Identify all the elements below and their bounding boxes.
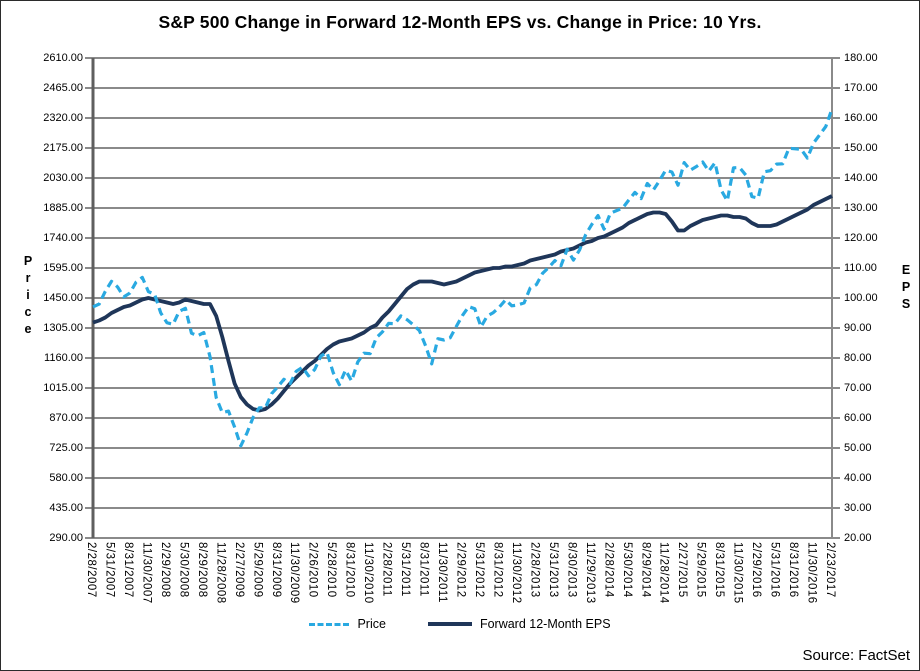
x-axis-tick-label: 5/29/2015 bbox=[694, 542, 707, 598]
right-axis-tick-label: 170.00 bbox=[844, 82, 878, 94]
left-axis-tick-label: 435.00 bbox=[49, 502, 83, 514]
x-axis-tick-label: 2/29/2012 bbox=[454, 542, 467, 598]
x-axis-tick-label: 2/27/2015 bbox=[676, 542, 689, 598]
x-axis-tick-label: 5/29/2009 bbox=[251, 542, 264, 598]
x-axis-tick-label: 5/31/2007 bbox=[103, 542, 116, 598]
x-axis-tick-label: 11/30/2015 bbox=[731, 542, 744, 604]
x-axis-tick-label: 8/31/2012 bbox=[491, 542, 504, 598]
chart-title: S&P 500 Change in Forward 12-Month EPS v… bbox=[158, 12, 762, 32]
right-axis-title: EPS bbox=[899, 263, 913, 314]
x-axis-tick-label: 5/28/2010 bbox=[325, 542, 338, 598]
right-axis-tick-label: 140.00 bbox=[844, 172, 878, 184]
left-axis-tick-label: 580.00 bbox=[49, 472, 83, 484]
right-axis-tick-label: 20.00 bbox=[844, 532, 872, 544]
right-axis-tick-label: 90.00 bbox=[844, 322, 872, 334]
x-axis-tick-label: 11/28/2008 bbox=[214, 542, 227, 604]
x-axis-tick-label: 11/30/2011 bbox=[436, 542, 449, 603]
x-axis-tick-label: 5/31/2011 bbox=[399, 542, 412, 597]
x-axis-tick-label: 2/26/2010 bbox=[306, 542, 319, 598]
left-axis-tick-label: 2465.00 bbox=[43, 82, 83, 94]
x-axis-tick-label: 2/28/2014 bbox=[602, 542, 615, 598]
right-axis-tick-label: 130.00 bbox=[844, 202, 878, 214]
right-axis-tick-label: 40.00 bbox=[844, 472, 872, 484]
left-axis-tick-label: 870.00 bbox=[49, 412, 83, 424]
right-axis-tick-label: 100.00 bbox=[844, 292, 878, 304]
left-axis-tick-label: 1885.00 bbox=[43, 202, 83, 214]
x-axis-tick-label: 11/30/2012 bbox=[509, 542, 522, 604]
x-axis-tick-label: 8/31/2009 bbox=[269, 542, 282, 598]
right-axis-tick-label: 150.00 bbox=[844, 142, 878, 154]
right-axis-tick-label: 110.00 bbox=[844, 262, 877, 274]
x-axis-tick-label: 8/31/2010 bbox=[343, 542, 356, 598]
left-axis-tick-label: 1015.00 bbox=[43, 382, 83, 394]
x-axis-tick-label: 2/28/2007 bbox=[85, 542, 97, 598]
right-axis-tick-label: 50.00 bbox=[844, 442, 872, 454]
legend-label-price: Price bbox=[357, 617, 386, 631]
x-axis-tick-label: 8/30/2013 bbox=[565, 542, 578, 598]
x-axis-tick-label: 11/30/2010 bbox=[362, 542, 375, 604]
x-axis-tick-label: 2/23/2017 bbox=[824, 542, 836, 598]
left-axis-tick-label: 2030.00 bbox=[43, 172, 83, 184]
x-axis-tick-label: 8/31/2011 bbox=[417, 542, 430, 597]
right-axis-tick-label: 160.00 bbox=[844, 112, 878, 124]
x-axis-tick-label: 2/28/2011 bbox=[380, 542, 393, 597]
x-axis-tick-label: 11/30/2007 bbox=[140, 542, 153, 604]
left-axis-tick-label: 2320.00 bbox=[43, 112, 83, 124]
x-axis-tick-label: 11/30/2016 bbox=[805, 542, 818, 604]
x-axis-tick-label: 11/30/2009 bbox=[288, 542, 301, 604]
x-axis-tick-label: 5/31/2016 bbox=[768, 542, 781, 598]
x-axis-tick-label: 2/28/2013 bbox=[528, 542, 541, 598]
x-axis-tick-label: 5/30/2008 bbox=[177, 542, 190, 598]
right-axis-tick-label: 30.00 bbox=[844, 502, 872, 514]
x-axis-tick-label: 8/31/2015 bbox=[713, 542, 726, 598]
legend-item-price: Price bbox=[309, 617, 386, 631]
source-credit: Source: FactSet bbox=[802, 647, 910, 664]
x-axis-tick-label: 2/29/2016 bbox=[750, 542, 763, 598]
left-axis-tick-label: 2610.00 bbox=[43, 52, 83, 64]
legend: Price Forward 12-Month EPS bbox=[1, 617, 919, 631]
legend-label-eps: Forward 12-Month EPS bbox=[479, 617, 611, 631]
left-axis-tick-label: 725.00 bbox=[49, 442, 83, 454]
x-axis-tick-label: 2/29/2008 bbox=[158, 542, 171, 598]
legend-item-eps: Forward 12-Month EPS bbox=[427, 617, 611, 631]
left-axis-tick-label: 1450.00 bbox=[43, 292, 83, 304]
x-axis-tick-label: 11/28/2014 bbox=[657, 542, 670, 604]
price-line-swatch bbox=[309, 622, 350, 626]
left-axis-tick-label: 1305.00 bbox=[43, 322, 83, 334]
x-axis-tick-label: 5/31/2012 bbox=[472, 542, 485, 598]
x-axis-tick-label: 5/30/2014 bbox=[620, 542, 633, 598]
eps-line-swatch bbox=[427, 622, 472, 626]
left-axis-tick-label: 1160.00 bbox=[44, 352, 83, 364]
x-axis-tick-label: 8/31/2007 bbox=[121, 542, 134, 598]
right-axis-tick-label: 80.00 bbox=[844, 352, 872, 364]
left-axis-tick-label: 2175.00 bbox=[43, 142, 83, 154]
x-axis-tick-label: 11/29/2013 bbox=[583, 542, 596, 604]
left-axis-title: Price bbox=[21, 254, 35, 339]
left-axis-tick-label: 1740.00 bbox=[43, 232, 83, 244]
left-axis-tick-label: 290.00 bbox=[49, 532, 83, 544]
right-axis-tick-label: 180.00 bbox=[844, 52, 878, 64]
right-axis-tick-label: 120.00 bbox=[844, 232, 878, 244]
right-axis-tick-label: 70.00 bbox=[844, 382, 872, 394]
x-axis-tick-label: 8/29/2008 bbox=[195, 542, 208, 598]
left-axis-tick-label: 1595.00 bbox=[43, 262, 83, 274]
x-axis-tick-label: 8/31/2016 bbox=[787, 542, 800, 598]
x-axis-tick-label: 8/29/2014 bbox=[639, 542, 652, 598]
x-axis-tick-label: 2/27/2009 bbox=[232, 542, 245, 598]
x-axis-tick-label: 5/31/2013 bbox=[546, 542, 559, 598]
right-axis-tick-label: 60.00 bbox=[844, 412, 872, 424]
